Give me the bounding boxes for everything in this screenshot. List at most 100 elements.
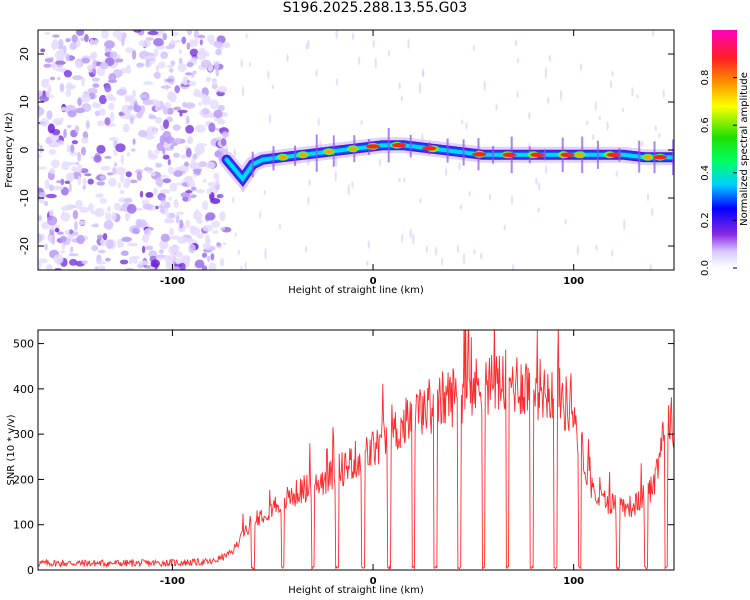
noise-blob [96, 265, 106, 270]
faint-streak [403, 177, 406, 183]
noise-blob [94, 110, 100, 117]
ridge-spot-red [392, 143, 407, 148]
faint-streak [307, 39, 310, 50]
noise-blob [143, 81, 154, 85]
faint-streak [233, 148, 236, 158]
noise-blob [47, 85, 52, 94]
noise-blob [93, 155, 102, 163]
y-tick-label: 100 [13, 519, 34, 532]
noise-blob [160, 233, 170, 242]
noise-blob [196, 233, 204, 239]
noise-blob [212, 230, 219, 235]
noise-blob [106, 206, 111, 212]
ridge-spot-orange [278, 155, 287, 160]
noise-blob [68, 182, 72, 193]
faint-streak [366, 260, 369, 266]
noise-blob [38, 143, 41, 147]
faint-streak [576, 245, 580, 256]
noise-blob [172, 124, 181, 131]
faint-streak [651, 208, 654, 217]
noise-blob [76, 234, 85, 245]
noise-blob [210, 99, 219, 110]
noise-blob [219, 211, 226, 222]
faint-streak [409, 228, 412, 240]
noise-blob [76, 30, 85, 36]
noise-blob [40, 48, 46, 53]
noise-blob [179, 262, 186, 270]
faint-streak [398, 177, 401, 182]
noise-blob [41, 78, 51, 83]
noise-blob [160, 174, 169, 178]
noise-blob [131, 255, 140, 260]
noise-blob [81, 260, 88, 265]
faint-streak [528, 111, 531, 120]
ridge-spot-red [472, 152, 487, 157]
noise-blob [65, 53, 70, 62]
noise-blob [154, 149, 160, 155]
noise-blob [90, 210, 101, 215]
noise-blob [185, 147, 192, 158]
faint-streak [267, 70, 270, 79]
noise-blob [112, 30, 123, 38]
faint-streak [278, 223, 282, 230]
faint-streak [335, 30, 338, 40]
faint-streak [240, 265, 243, 270]
noise-blob [170, 60, 176, 66]
noise-blob [182, 101, 187, 108]
ridge-spot-orange [643, 155, 652, 160]
noise-blob [170, 253, 177, 262]
noise-blob [39, 192, 47, 199]
faint-streak [495, 103, 498, 111]
faint-streak [412, 233, 415, 245]
noise-blob [52, 185, 64, 191]
noise-blob [72, 210, 79, 220]
noise-blob [69, 229, 74, 235]
noise-blob [195, 189, 205, 194]
noise-blob [198, 102, 202, 106]
noise-blob [207, 181, 216, 187]
x-axis-label: Height of straight line (km) [288, 585, 424, 596]
noise-blob [169, 182, 178, 192]
noise-blob [179, 112, 183, 117]
faint-streak [615, 171, 618, 177]
x-tick-label: 100 [563, 576, 584, 587]
faint-streak [462, 253, 466, 265]
noise-blob [147, 30, 159, 36]
noise-blob [153, 71, 161, 79]
noise-blob [198, 161, 207, 168]
noise-blob [96, 260, 107, 265]
noise-blob [108, 102, 115, 111]
noise-blob [201, 95, 212, 106]
noise-blob [46, 94, 54, 98]
faint-streak [594, 101, 597, 111]
faint-streak [459, 204, 462, 210]
noise-blob [190, 226, 201, 236]
noise-blob [43, 63, 52, 68]
noise-blob [120, 250, 129, 256]
noise-blob [77, 163, 83, 173]
faint-streak [636, 94, 639, 99]
y-tick-label: 200 [13, 473, 34, 486]
faint-streak [535, 177, 538, 186]
noise-blob [160, 85, 172, 89]
noise-blob [185, 72, 193, 76]
noise-blob [44, 200, 48, 207]
noise-blob [96, 181, 105, 186]
noise-blob [101, 30, 109, 39]
faint-streak [398, 82, 401, 90]
ridge-spot-red [560, 152, 575, 157]
ridge-spot-red [366, 144, 381, 149]
noise-blob [38, 261, 42, 270]
faint-streak [315, 69, 318, 77]
noise-blob [115, 167, 127, 175]
faint-streak [234, 232, 237, 237]
noise-blob [109, 51, 118, 59]
noise-blob [181, 36, 187, 45]
noise-blob [155, 103, 160, 112]
faint-streak [516, 90, 519, 98]
noise-blob [61, 106, 67, 112]
noise-blob [194, 144, 205, 155]
noise-blob [192, 153, 198, 160]
noise-blob [55, 60, 66, 65]
